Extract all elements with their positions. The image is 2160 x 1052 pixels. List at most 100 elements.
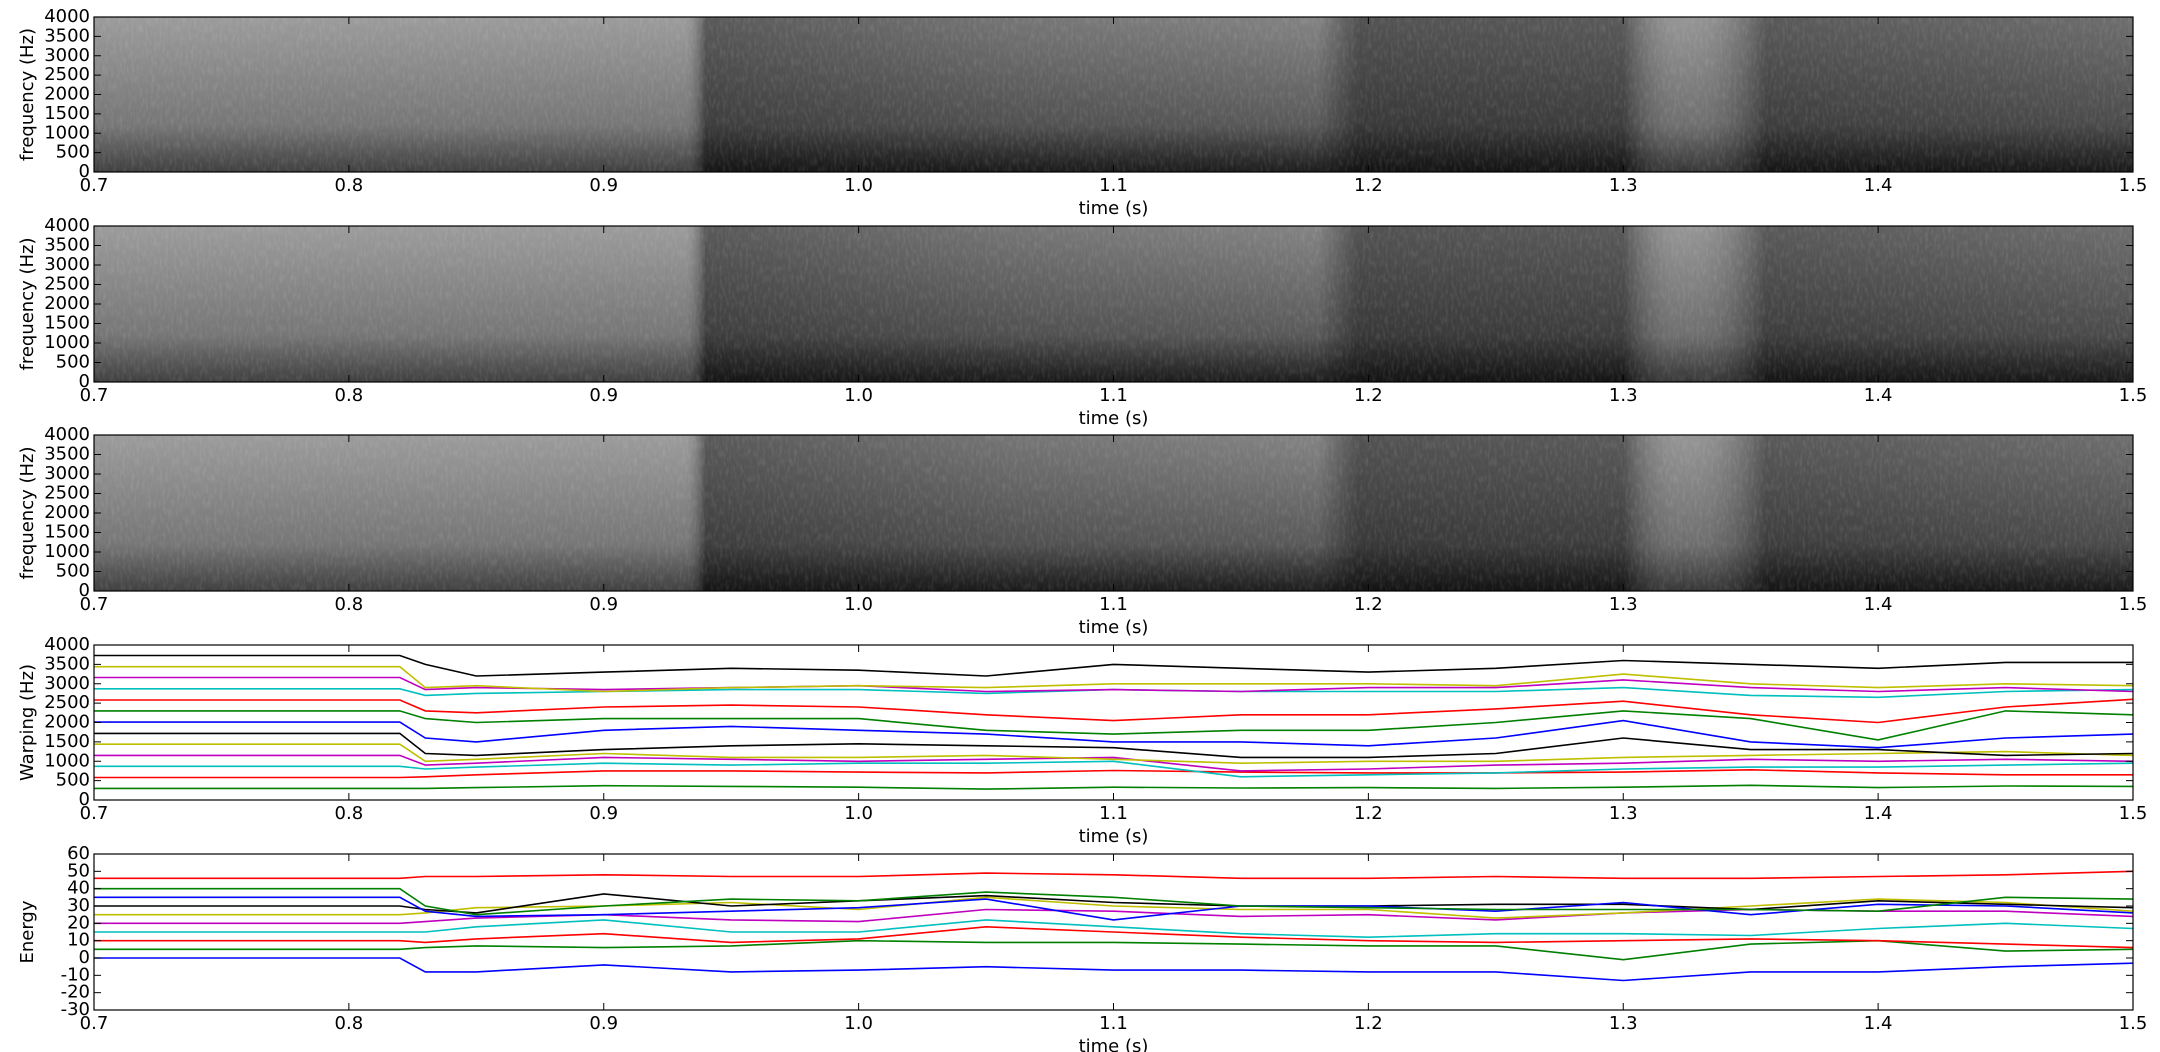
y-tick-label: 4000 [44, 634, 90, 655]
x-tick-label: 0.8 [335, 594, 364, 615]
spectrogram-noise [94, 435, 2133, 591]
y-tick-label: 0 [79, 789, 90, 810]
y-tick-label: 2500 [44, 483, 90, 504]
x-tick-label: 0.9 [589, 175, 618, 196]
spectrogram-noise [94, 226, 2133, 382]
x-tick-label: 0.7 [80, 385, 109, 406]
y-tick-label: 3500 [44, 444, 90, 465]
y-tick-label: 50 [67, 860, 90, 881]
x-tick-label: 0.9 [589, 594, 618, 615]
y-tick-label: 0 [79, 371, 90, 392]
y-tick-label: 60 [67, 843, 90, 864]
y-tick-label: 2000 [44, 712, 90, 733]
y-tick-label: 2500 [44, 692, 90, 713]
y-axis-label: frequency (Hz) [17, 446, 38, 579]
x-tick-label: 1.3 [1609, 594, 1638, 615]
series-line [94, 665, 2134, 693]
series-line [94, 743, 2134, 765]
x-tick-label: 1.4 [1864, 803, 1893, 824]
y-tick-label: 10 [67, 930, 90, 951]
y-axis-label: frequency (Hz) [17, 28, 38, 161]
x-axis-label: time (s) [1079, 408, 1149, 429]
y-tick-label: 2000 [44, 502, 90, 523]
y-axis-label: frequency (Hz) [17, 237, 38, 370]
x-tick-label: 1.0 [844, 385, 873, 406]
y-tick-label: 20 [67, 912, 90, 933]
y-tick-label: 3000 [44, 254, 90, 275]
series-line [94, 896, 2134, 919]
series-line [94, 887, 2134, 916]
y-tick-label: 0 [79, 580, 90, 601]
x-tick-label: 1.5 [2119, 385, 2148, 406]
x-tick-label: 1.1 [1099, 385, 1128, 406]
x-tick-label: 1.1 [1099, 594, 1128, 615]
x-tick-label: 1.5 [2119, 1013, 2148, 1034]
y-tick-label: -20 [61, 982, 90, 1003]
y-tick-label: 1000 [44, 750, 90, 771]
series-line [94, 919, 2134, 939]
x-tick-label: 1.3 [1609, 175, 1638, 196]
x-tick-label: 0.7 [80, 175, 109, 196]
x-tick-label: 0.7 [80, 1013, 109, 1034]
y-tick-label: 1000 [44, 541, 90, 562]
x-tick-label: 1.2 [1354, 594, 1383, 615]
y-axis-label: Warping (Hz) [17, 664, 38, 781]
x-tick-label: 1.3 [1609, 803, 1638, 824]
y-tick-label: -10 [61, 964, 90, 985]
x-tick-label: 1.3 [1609, 1013, 1638, 1034]
series-line [94, 784, 2134, 790]
y-tick-label: 1000 [44, 332, 90, 353]
series-line [94, 957, 2134, 982]
x-axis-label: time (s) [1079, 198, 1149, 219]
y-tick-label: 1500 [44, 522, 90, 543]
x-tick-label: 1.1 [1099, 175, 1128, 196]
x-axis-label: time (s) [1079, 1036, 1149, 1052]
x-tick-label: 0.8 [335, 1013, 364, 1034]
y-tick-label: 4000 [44, 6, 90, 27]
x-tick-label: 0.9 [589, 385, 618, 406]
x-tick-label: 0.8 [335, 175, 364, 196]
spectrogram-noise [94, 17, 2133, 172]
y-tick-label: 3000 [44, 673, 90, 694]
series-line [94, 870, 2134, 880]
y-tick-label: 500 [56, 561, 90, 582]
y-tick-label: 30 [67, 895, 90, 916]
series-line [94, 732, 2134, 759]
x-tick-label: 0.8 [335, 385, 364, 406]
x-tick-label: 1.2 [1354, 1013, 1383, 1034]
y-tick-label: 3000 [44, 45, 90, 66]
series-line [94, 698, 2134, 724]
series-line [94, 768, 2133, 779]
x-tick-label: 1.4 [1864, 175, 1893, 196]
y-tick-label: 1000 [44, 122, 90, 143]
series-line [94, 754, 2134, 772]
y-tick-label: 3000 [44, 463, 90, 484]
x-tick-label: 1.1 [1099, 1013, 1128, 1034]
series-line [94, 896, 2134, 921]
y-tick-label: 40 [67, 878, 90, 899]
x-tick-label: 0.9 [589, 803, 618, 824]
series-line [94, 710, 2134, 741]
x-tick-label: 0.7 [80, 803, 109, 824]
x-tick-label: 1.2 [1354, 385, 1383, 406]
x-tick-label: 1.3 [1609, 385, 1638, 406]
series-line [94, 925, 2134, 949]
series-line [94, 654, 2133, 677]
series-line [94, 939, 2134, 961]
series-line [94, 676, 2134, 693]
y-tick-label: 2000 [44, 293, 90, 314]
x-tick-label: 1.2 [1354, 175, 1383, 196]
series-line [94, 719, 2134, 749]
x-tick-label: 1.0 [844, 594, 873, 615]
series-line [94, 908, 2134, 925]
x-tick-label: 1.5 [2119, 175, 2148, 196]
x-tick-label: 1.4 [1864, 385, 1893, 406]
x-axis-label: time (s) [1079, 617, 1149, 638]
y-tick-label: 3500 [44, 653, 90, 674]
y-tick-label: 3500 [44, 235, 90, 256]
x-tick-label: 1.1 [1099, 803, 1128, 824]
y-tick-label: 2000 [44, 84, 90, 105]
y-tick-label: 2500 [44, 64, 90, 85]
y-tick-label: 500 [56, 352, 90, 373]
y-tick-label: 500 [56, 770, 90, 791]
